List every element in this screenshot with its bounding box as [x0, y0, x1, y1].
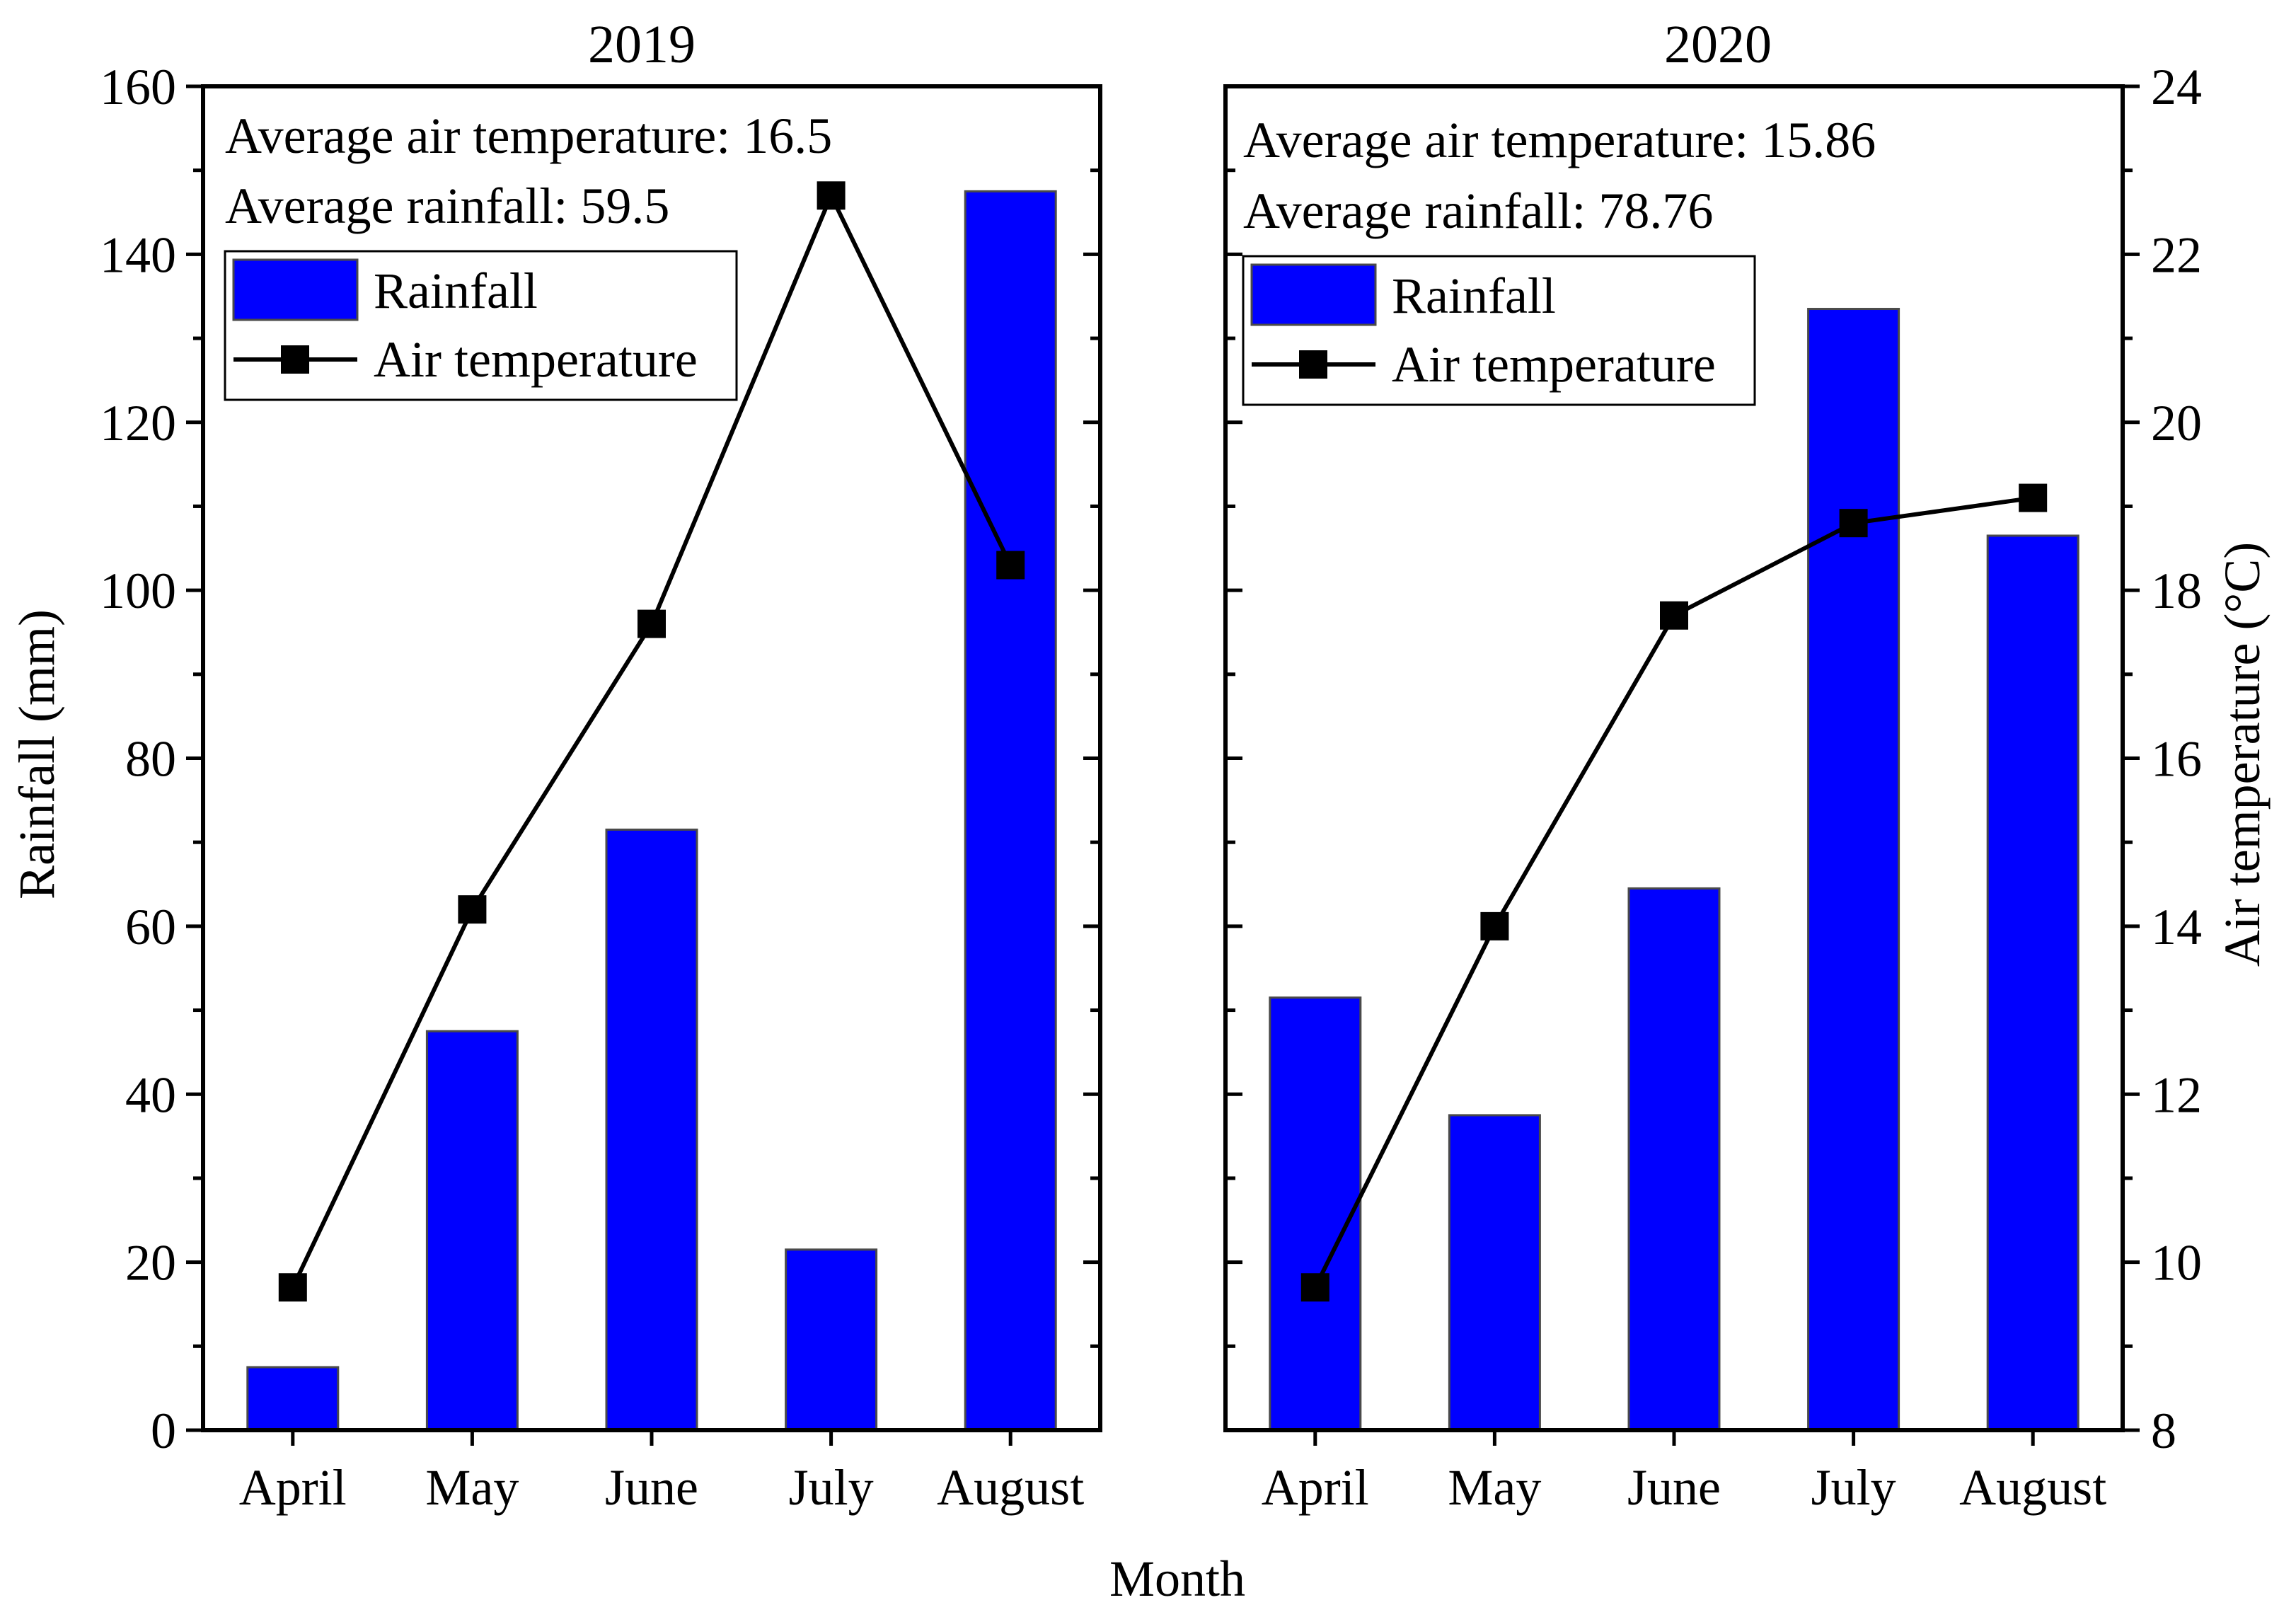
x-tick-label: July — [1811, 1459, 1896, 1516]
bar-may — [425, 1030, 519, 1432]
bar-july — [785, 1248, 878, 1432]
temperature-line-2020 — [1300, 483, 2048, 1302]
y2-tick-label: 24 — [2151, 59, 2202, 115]
bar-july — [1807, 308, 1900, 1432]
temperature-point-august — [2019, 483, 2048, 512]
legend-label-rainfall-2020: Rainfall — [1392, 267, 1556, 324]
y-tick-label: 80 — [125, 731, 176, 788]
y-tick-label: 120 — [100, 395, 176, 451]
y-axis-right-ticks: 8 10 12 14 16 18 20 22 24 — [1225, 59, 2202, 1459]
y2-tick-label: 8 — [2151, 1403, 2176, 1459]
y-axis-label-left: Rainfall (mm) — [8, 609, 65, 899]
legend-marker-temperature-2020 — [1299, 350, 1327, 379]
x-axis-ticks-2019: April May June July August — [239, 1430, 1084, 1516]
x-tick-label: April — [239, 1459, 347, 1516]
temperature-point-july — [817, 181, 846, 210]
y2-tick-label: 12 — [2151, 1066, 2202, 1123]
bar-august — [964, 190, 1057, 1432]
annotation-avg-rain-2019: Average rainfall: 59.5 — [225, 178, 669, 234]
x-axis-label: Month — [1109, 1550, 1245, 1607]
legend-box-2020 — [1242, 255, 1756, 406]
temperature-point-may — [458, 895, 487, 924]
plot-frame-2020 — [1223, 84, 2125, 1432]
x-tick-label: August — [937, 1459, 1084, 1516]
y-tick-label: 20 — [125, 1235, 176, 1291]
y-tick-label: 140 — [100, 226, 176, 283]
temperature-point-june — [638, 609, 666, 638]
temperature-point-june — [1660, 601, 1688, 630]
legend-swatch-rainfall-2020 — [1250, 263, 1377, 326]
annotation-avg-rain-2020: Average rainfall: 78.76 — [1243, 183, 1713, 239]
legend-label-rainfall-2019: Rainfall — [374, 263, 538, 319]
legend-marker-temperature-2019 — [281, 345, 309, 374]
temperature-point-april — [278, 1273, 307, 1302]
temperature-line-2019 — [278, 181, 1025, 1302]
bar-june — [1627, 887, 1721, 1432]
x-tick-label: June — [605, 1459, 698, 1516]
legend-swatch-rainfall-2019 — [232, 258, 359, 321]
rainfall-bars-2020 — [1269, 308, 2079, 1432]
x-tick-label: May — [425, 1459, 519, 1516]
y2-tick-label: 18 — [2151, 563, 2202, 619]
temperature-point-april — [1300, 1273, 1329, 1302]
panel-2019: 2019 Rainfall (mm) 0 20 40 60 80 100 120 140 160… — [8, 15, 1102, 1516]
temperature-point-may — [1480, 911, 1509, 940]
y2-tick-label: 10 — [2151, 1235, 2202, 1291]
temperature-point-july — [1839, 509, 1868, 538]
x-tick-label: July — [789, 1459, 874, 1516]
panel-title-2019: 2019 — [588, 15, 696, 74]
y-tick-label: 0 — [151, 1403, 176, 1459]
x-tick-label: April — [1262, 1459, 1369, 1516]
y-tick-label: 100 — [100, 563, 176, 619]
bar-april — [1269, 996, 1362, 1432]
y2-tick-label: 22 — [2151, 226, 2202, 283]
rainfall-bars-2019 — [246, 190, 1057, 1432]
y2-tick-label: 16 — [2151, 731, 2202, 788]
legend-2019: Rainfall Air temperature — [224, 250, 738, 401]
x-tick-label: May — [1448, 1459, 1541, 1516]
bar-may — [1448, 1114, 1541, 1432]
legend-label-temperature-2020: Air temperature — [1392, 336, 1716, 393]
legend-2020: Rainfall Air temperature — [1242, 255, 1756, 406]
bar-august — [1986, 534, 2079, 1432]
y-axis-label-right: Air temperature (°C) — [2214, 542, 2271, 967]
y-tick-label: 160 — [100, 59, 176, 115]
panel-title-2020: 2020 — [1664, 15, 1772, 74]
bar-april — [246, 1366, 340, 1432]
y-tick-label: 40 — [125, 1066, 176, 1123]
y2-tick-label: 14 — [2151, 899, 2202, 955]
legend-label-temperature-2019: Air temperature — [374, 331, 698, 388]
y-tick-label: 60 — [125, 899, 176, 955]
x-tick-label: August — [1959, 1459, 2106, 1516]
annotation-avg-temp-2019: Average air temperature: 16.5 — [225, 108, 832, 164]
y2-tick-label: 20 — [2151, 395, 2202, 451]
temperature-point-august — [996, 551, 1025, 580]
panel-2020: 2020 Air temperature (°C) 8 10 12 14 16 18 20 2… — [1223, 15, 2271, 1516]
bar-june — [605, 828, 698, 1432]
x-tick-label: June — [1627, 1459, 1721, 1516]
annotation-avg-temp-2020: Average air temperature: 15.86 — [1243, 112, 1876, 168]
plot-frame-2019 — [201, 84, 1102, 1432]
x-axis-ticks-2020: April May June July August — [1262, 1430, 2106, 1516]
